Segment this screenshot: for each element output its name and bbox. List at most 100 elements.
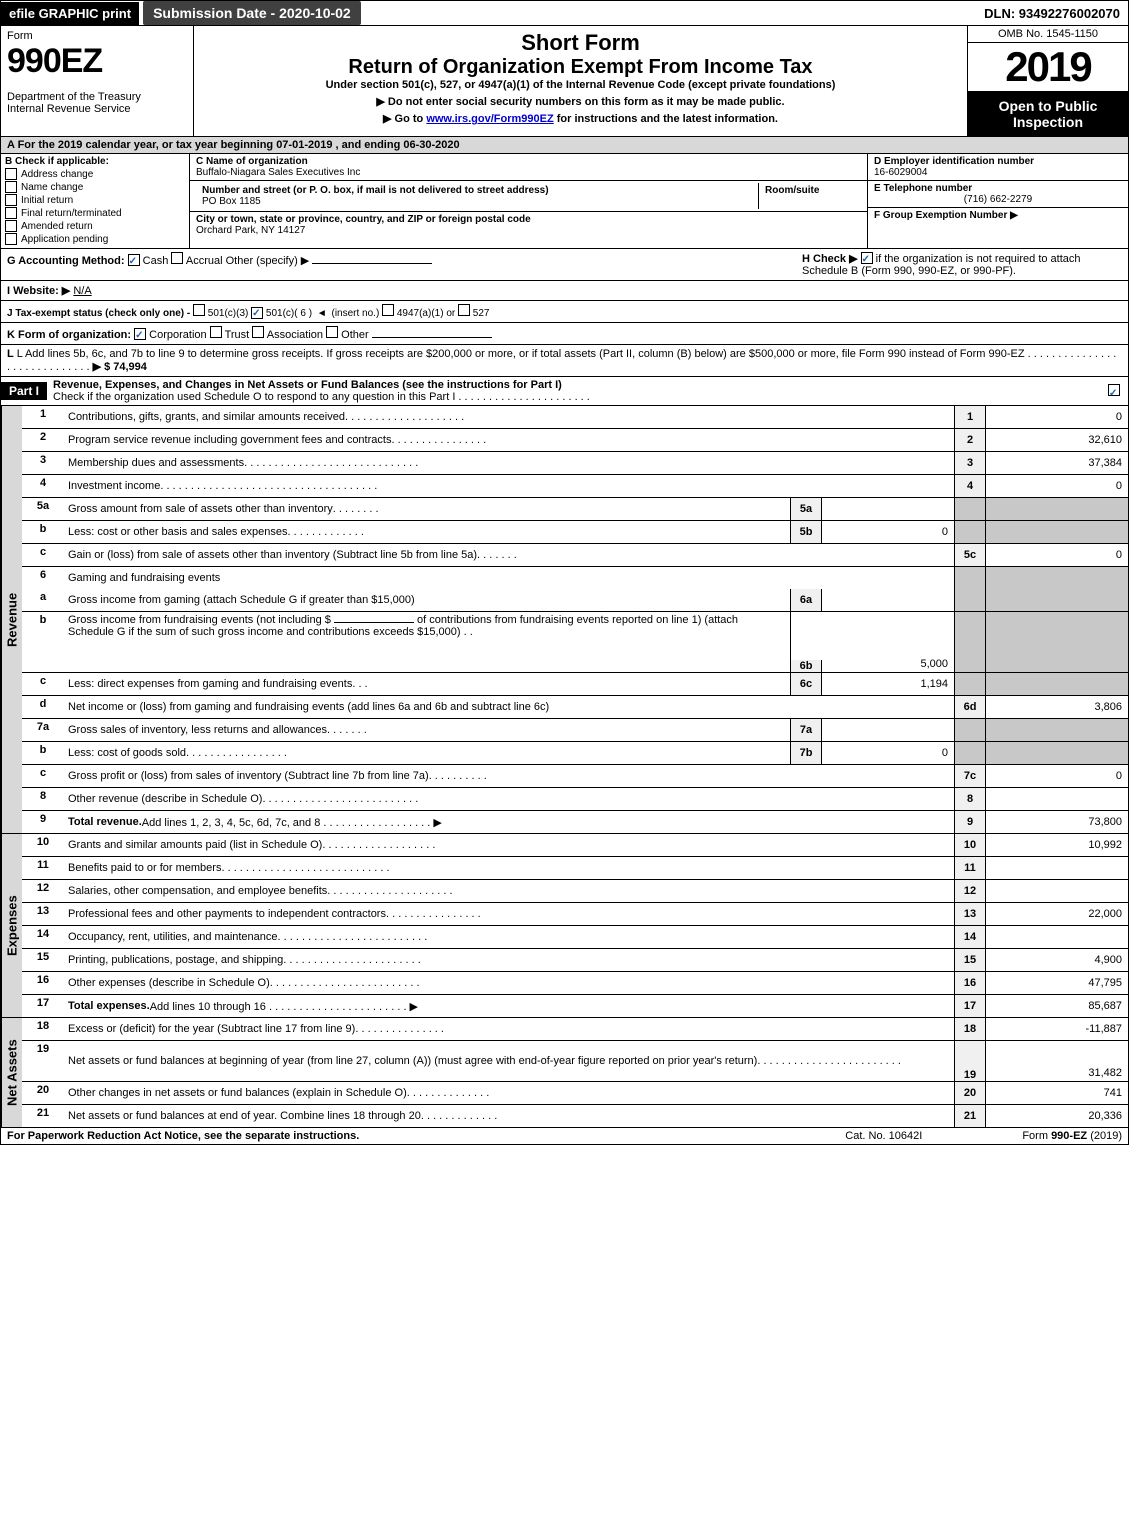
line-6d: dNet income or (loss) from gaming and fu… <box>22 696 1128 719</box>
submission-date: Submission Date - 2020-10-02 <box>143 1 361 25</box>
line-8: 8Other revenue (describe in Schedule O) … <box>22 788 1128 811</box>
entity-right: D Employer identification number 16-6029… <box>867 154 1128 248</box>
website: N/A <box>73 285 91 297</box>
i-row: I Website: ▶ N/A <box>0 281 1129 301</box>
chk-app-pending[interactable]: Application pending <box>5 233 185 245</box>
irs: Internal Revenue Service <box>7 103 187 115</box>
6b-input[interactable] <box>334 622 414 623</box>
org-name-cell: C Name of organization Buffalo-Niagara S… <box>190 154 867 181</box>
dln: DLN: 93492276002070 <box>976 2 1128 25</box>
open-inspection: Open to Public Inspection <box>968 92 1128 136</box>
j-label: J Tax-exempt status (check only one) - <box>7 308 190 319</box>
tax-period-row: A For the 2019 calendar year, or tax yea… <box>0 137 1129 154</box>
netassets-side-label: Net Assets <box>1 1018 22 1127</box>
chk-501c3[interactable] <box>193 304 205 316</box>
line-7a: 7aGross sales of inventory, less returns… <box>22 719 1128 742</box>
addr-label: Number and street (or P. O. box, if mail… <box>202 185 549 196</box>
chk-cash[interactable] <box>128 254 140 266</box>
part1-label: Part I <box>1 382 47 400</box>
address: PO Box 1185 <box>202 196 261 207</box>
line-14: 14Occupancy, rent, utilities, and mainte… <box>22 926 1128 949</box>
line-5c: cGain or (loss) from sale of assets othe… <box>22 544 1128 567</box>
line-3: 3Membership dues and assessments . . . .… <box>22 452 1128 475</box>
line-4: 4Investment income . . . . . . . . . . .… <box>22 475 1128 498</box>
chk-name-change[interactable]: Name change <box>5 181 185 193</box>
omb-number: OMB No. 1545-1150 <box>968 26 1128 43</box>
line-11: 11Benefits paid to or for members . . . … <box>22 857 1128 880</box>
j-row: J Tax-exempt status (check only one) - 5… <box>0 301 1129 323</box>
top-bar: efile GRAPHIC print Submission Date - 20… <box>0 0 1129 26</box>
room-label: Room/suite <box>765 185 819 196</box>
chk-527[interactable] <box>458 304 470 316</box>
g-accounting: G Accounting Method: Cash Accrual Other … <box>7 252 432 277</box>
chk-corp[interactable] <box>134 328 146 340</box>
instr-prefix: ▶ Go to <box>383 113 426 125</box>
department: Department of the Treasury <box>7 91 187 103</box>
ssn-warning: ▶ Do not enter social security numbers o… <box>202 95 959 108</box>
l-row: L L Add lines 5b, 6c, and 7b to line 9 t… <box>0 345 1129 377</box>
efile-label[interactable]: efile GRAPHIC print <box>1 2 139 25</box>
line-17: 17Total expenses. Add lines 10 through 1… <box>22 995 1128 1017</box>
return-title: Return of Organization Exempt From Incom… <box>202 56 959 79</box>
phone: (716) 662-2279 <box>874 194 1122 205</box>
header-left: Form 990EZ Department of the Treasury In… <box>1 26 194 136</box>
k-other-input[interactable] <box>372 337 492 338</box>
city: Orchard Park, NY 14127 <box>196 225 305 236</box>
short-form-title: Short Form <box>202 30 959 56</box>
instructions-link[interactable]: www.irs.gov/Form990EZ <box>426 113 553 125</box>
line-1: 1Contributions, gifts, grants, and simil… <box>22 406 1128 429</box>
line-20: 20Other changes in net assets or fund ba… <box>22 1082 1128 1105</box>
chk-501c[interactable] <box>251 307 263 319</box>
chk-sched-o[interactable] <box>1108 384 1120 396</box>
section-b-title: B Check if applicable: <box>5 156 185 167</box>
form-header: Form 990EZ Department of the Treasury In… <box>0 26 1129 137</box>
period-label: A For the 2019 calendar year, or tax yea… <box>7 139 460 151</box>
instructions-line: ▶ Go to www.irs.gov/Form990EZ for instru… <box>202 112 959 125</box>
org-name: Buffalo-Niagara Sales Executives Inc <box>196 167 360 178</box>
chk-initial-return[interactable]: Initial return <box>5 194 185 206</box>
line-2: 2Program service revenue including gover… <box>22 429 1128 452</box>
section-b: B Check if applicable: Address change Na… <box>1 154 190 248</box>
chk-sched-b[interactable] <box>861 252 873 264</box>
chk-other-org[interactable] <box>326 326 338 338</box>
footer: For Paperwork Reduction Act Notice, see … <box>0 1128 1129 1145</box>
line-6b: bGross income from fundraising events (n… <box>22 612 1128 673</box>
header-center: Short Form Return of Organization Exempt… <box>194 26 967 136</box>
line-6c: cLess: direct expenses from gaming and f… <box>22 673 1128 696</box>
line-7c: cGross profit or (loss) from sales of in… <box>22 765 1128 788</box>
line-18: 18Excess or (deficit) for the year (Subt… <box>22 1018 1128 1041</box>
chk-accrual[interactable] <box>171 252 183 264</box>
e-label: E Telephone number <box>874 183 972 194</box>
ein-cell: D Employer identification number 16-6029… <box>868 154 1128 181</box>
line-5b: bLess: cost or other basis and sales exp… <box>22 521 1128 544</box>
address-cell: Number and street (or P. O. box, if mail… <box>190 181 867 212</box>
other-specify[interactable] <box>312 263 432 264</box>
chk-4947[interactable] <box>382 304 394 316</box>
d-label: D Employer identification number <box>874 156 1034 167</box>
chk-address-change[interactable]: Address change <box>5 168 185 180</box>
tax-year: 2019 <box>968 43 1128 92</box>
netassets-table: Net Assets 18Excess or (deficit) for the… <box>0 1018 1129 1128</box>
line-16: 16Other expenses (describe in Schedule O… <box>22 972 1128 995</box>
chk-assoc[interactable] <box>252 326 264 338</box>
line-12: 12Salaries, other compensation, and empl… <box>22 880 1128 903</box>
part1-header: Part I Revenue, Expenses, and Changes in… <box>0 377 1129 406</box>
chk-amended[interactable]: Amended return <box>5 220 185 232</box>
part1-check-label: Check if the organization used Schedule … <box>53 391 455 403</box>
expenses-table: Expenses 10Grants and similar amounts pa… <box>0 834 1129 1018</box>
chk-final-return[interactable]: Final return/terminated <box>5 207 185 219</box>
line-19: 19Net assets or fund balances at beginni… <box>22 1041 1128 1082</box>
instr-suffix: for instructions and the latest informat… <box>554 113 778 125</box>
gh-row: G Accounting Method: Cash Accrual Other … <box>0 249 1129 281</box>
ein: 16-6029004 <box>874 167 927 178</box>
chk-trust[interactable] <box>210 326 222 338</box>
entity-block: B Check if applicable: Address change Na… <box>0 154 1129 249</box>
form-number: 990EZ <box>7 42 187 81</box>
expenses-side-label: Expenses <box>1 834 22 1017</box>
line-6: 6Gaming and fundraising events <box>22 567 1128 589</box>
line-6a: aGross income from gaming (attach Schedu… <box>22 589 1128 612</box>
revenue-side-label: Revenue <box>1 406 22 833</box>
i-label: I Website: ▶ <box>7 285 70 297</box>
revenue-table: Revenue 1Contributions, gifts, grants, a… <box>0 406 1129 834</box>
subtitle: Under section 501(c), 527, or 4947(a)(1)… <box>202 79 959 91</box>
